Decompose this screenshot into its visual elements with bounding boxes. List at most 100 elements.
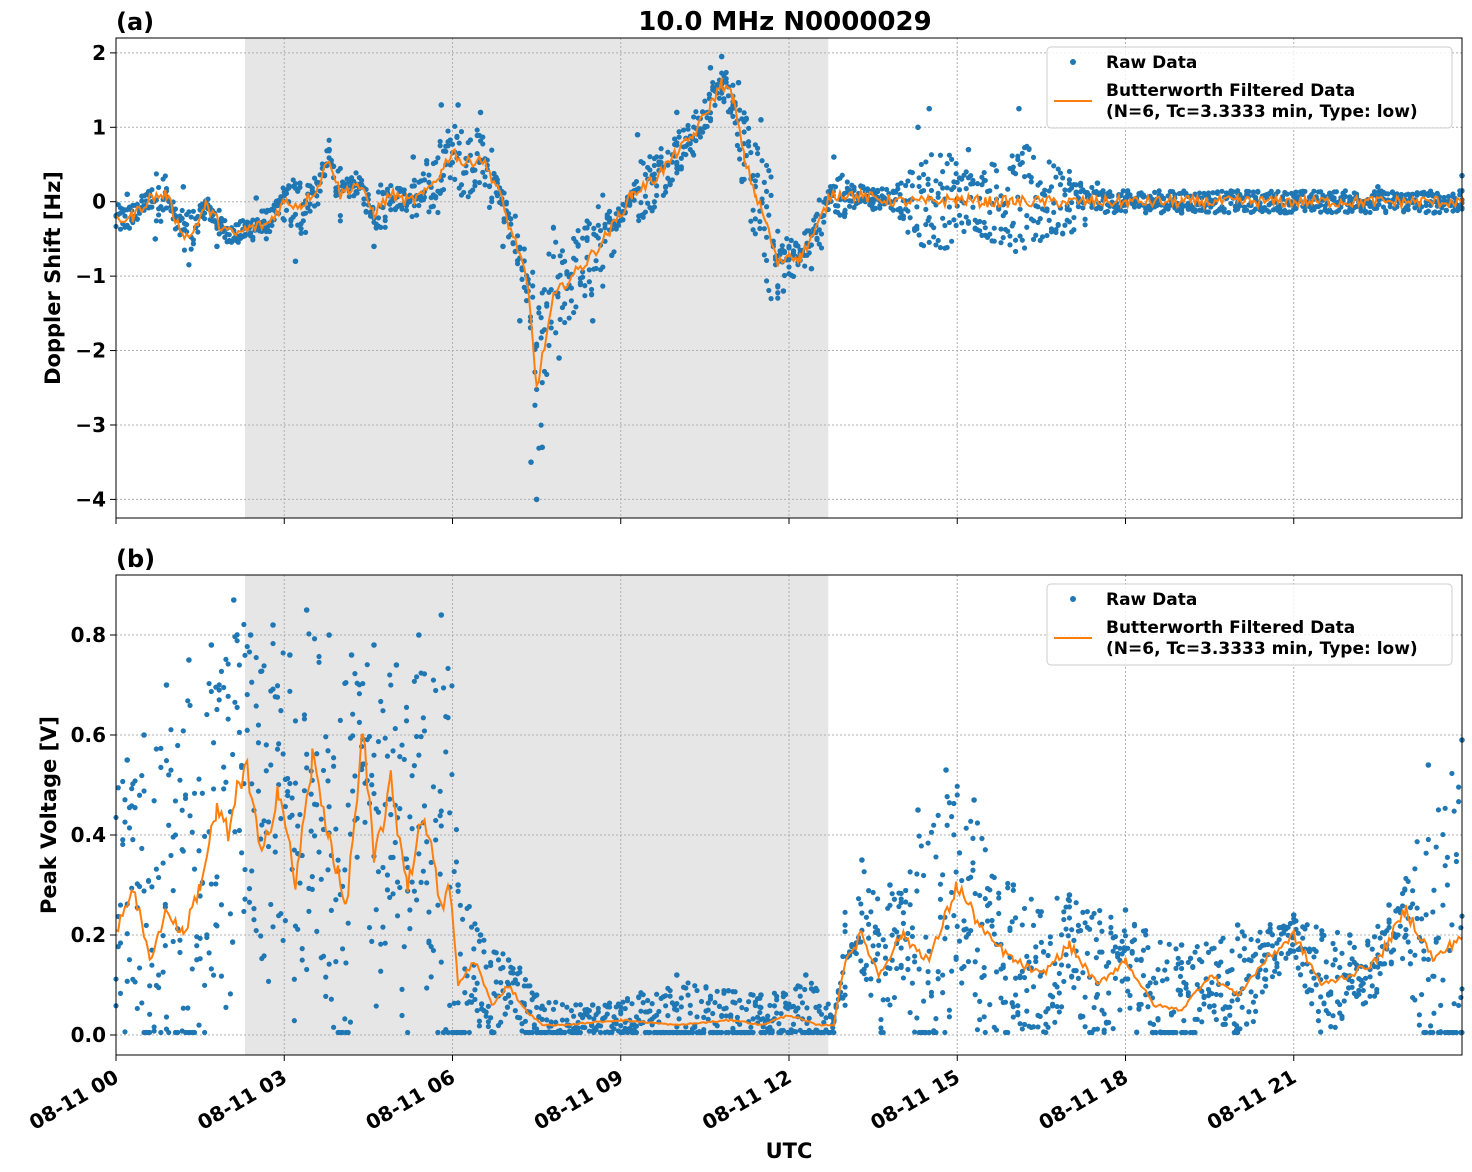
raw-data-point [440, 685, 447, 691]
raw-data-point [1328, 1024, 1334, 1030]
raw-data-point [970, 181, 976, 187]
raw-data-point [573, 257, 579, 263]
raw-data-point [337, 165, 343, 172]
raw-data-point [445, 143, 451, 149]
raw-data-point [1196, 190, 1203, 196]
raw-data-point [1218, 992, 1224, 998]
raw-data-point [456, 140, 462, 146]
raw-data-point [302, 210, 309, 216]
raw-data-point [544, 301, 550, 307]
raw-data-point [1181, 1018, 1187, 1024]
raw-data-point [382, 214, 388, 220]
raw-data-point [1097, 907, 1103, 914]
raw-data-point [522, 1018, 529, 1024]
raw-data-point [299, 957, 305, 963]
raw-data-point [882, 943, 889, 950]
raw-data-point [1412, 997, 1418, 1003]
raw-data-point [1248, 202, 1254, 209]
raw-data-extreme-point [270, 622, 276, 628]
raw-data-point [876, 942, 882, 948]
raw-data-point [953, 171, 959, 177]
raw-data-point [244, 727, 250, 733]
raw-data-point [763, 234, 770, 240]
raw-data-point [1051, 209, 1057, 216]
raw-data-point [903, 887, 909, 894]
raw-data-point [1315, 1018, 1322, 1024]
raw-data-point [925, 840, 931, 846]
panel-b-legend-filtered-label-line1: Butterworth Filtered Data [1106, 618, 1355, 638]
raw-data-point [331, 763, 337, 769]
raw-data-extreme-point [455, 102, 461, 108]
raw-data-extreme-point [180, 184, 187, 190]
raw-data-point [743, 116, 749, 122]
raw-data-point [1412, 952, 1418, 958]
panel-a-y-tick-label: −3 [75, 413, 106, 437]
raw-data-point [453, 859, 460, 865]
raw-data-extreme-point [943, 767, 949, 773]
raw-data-point [959, 176, 965, 182]
raw-data-point [424, 839, 430, 845]
raw-data-point [530, 283, 536, 289]
panel-b-legend-raw-label: Raw Data [1106, 590, 1197, 610]
raw-data-point [244, 643, 250, 650]
panel-a-y-tick-label: 2 [92, 41, 106, 65]
raw-data-point [388, 812, 394, 818]
raw-data-point [935, 969, 941, 975]
raw-data-extreme-point [808, 265, 815, 272]
raw-data-point [687, 140, 693, 147]
raw-data-point [746, 125, 752, 131]
raw-data-point [282, 918, 288, 924]
raw-data-point [1219, 188, 1225, 194]
raw-data-point [907, 1009, 913, 1016]
raw-data-point [1145, 944, 1151, 951]
raw-data-point [665, 1013, 671, 1019]
raw-data-point [685, 122, 691, 129]
raw-data-point [663, 184, 669, 191]
raw-data-point [288, 222, 294, 228]
raw-data-point [512, 213, 518, 219]
raw-data-point [1456, 1002, 1462, 1009]
raw-data-point [546, 342, 552, 349]
raw-data-point [802, 263, 808, 269]
raw-data-point [397, 754, 403, 760]
raw-data-point [949, 156, 955, 162]
raw-data-point [122, 819, 128, 825]
raw-data-point [184, 221, 190, 228]
raw-data-point [292, 780, 299, 786]
raw-data-point [489, 147, 495, 153]
raw-data-point [898, 896, 904, 902]
raw-data-point [900, 920, 907, 926]
raw-data-extreme-point [124, 757, 131, 763]
raw-data-point [323, 734, 329, 740]
raw-data-point [928, 187, 935, 194]
raw-data-point [274, 746, 281, 752]
raw-data-point [261, 953, 267, 959]
raw-data-point [972, 992, 978, 998]
raw-data-point [1173, 946, 1179, 952]
raw-data-point [191, 866, 198, 872]
panel-b-y-tick-label: 0.4 [71, 823, 106, 847]
raw-data-point [1145, 1004, 1151, 1010]
raw-data-extreme-point [371, 243, 377, 250]
raw-data-point [149, 204, 155, 210]
raw-data-point [1005, 228, 1011, 234]
raw-data-point [1117, 1007, 1123, 1013]
raw-data-point [295, 823, 301, 829]
raw-data-point [624, 995, 631, 1002]
raw-data-point [719, 1029, 725, 1036]
raw-data-point [1194, 944, 1200, 950]
raw-data-point [1039, 234, 1046, 240]
raw-data-point [1253, 1008, 1259, 1015]
raw-data-point [868, 992, 874, 998]
raw-data-point [1267, 921, 1273, 928]
raw-data-point [1209, 991, 1215, 997]
raw-data-point [226, 232, 232, 238]
raw-data-point [534, 1004, 540, 1011]
raw-data-point [1440, 902, 1446, 908]
raw-data-point [278, 708, 284, 714]
raw-data-point [409, 826, 415, 832]
raw-data-point [1177, 992, 1184, 998]
raw-data-point [1106, 1019, 1112, 1026]
raw-data-point [168, 727, 174, 733]
raw-data-point [342, 1016, 348, 1022]
